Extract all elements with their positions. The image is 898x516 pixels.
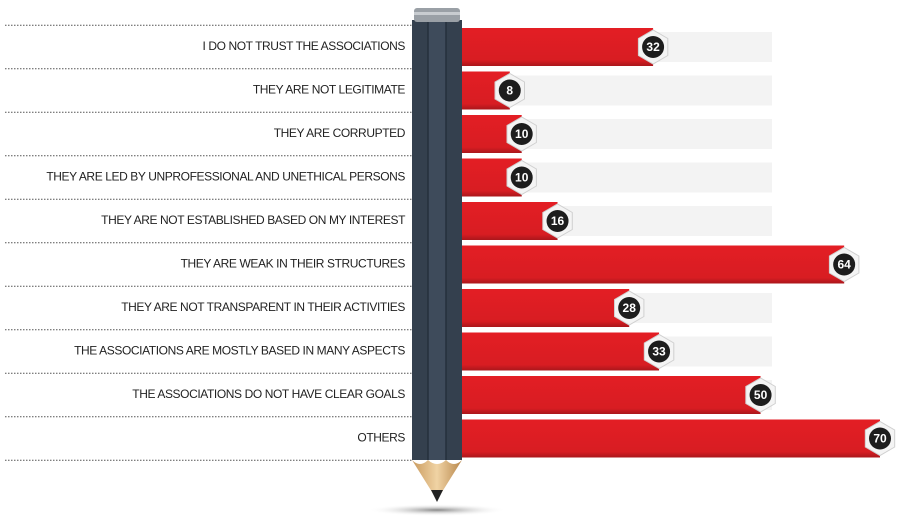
value-badge-core (833, 253, 856, 276)
value-badge-core (510, 166, 533, 189)
value-label: 32 (646, 40, 660, 54)
bar-shade (462, 202, 558, 240)
category-label: THEY ARE NOT LEGITIMATE (253, 83, 406, 97)
category-label: OTHERS (357, 431, 405, 445)
category-label: THEY ARE NOT ESTABLISHED BASED ON MY INT… (101, 213, 406, 227)
bar-shade (462, 332, 660, 371)
value-label: 33 (652, 345, 666, 359)
category-label: THEY ARE WEAK IN THEIR STRUCTURES (181, 257, 406, 271)
value-badge-core (749, 384, 772, 406)
bar-shade (462, 289, 630, 327)
value-badge-core (642, 36, 665, 58)
category-label: THEY ARE LED BY UNPROFESSIONAL AND UNETH… (46, 170, 405, 184)
value-badge-core (510, 123, 533, 145)
value-label: 10 (515, 171, 529, 185)
value-label: 64 (837, 258, 851, 272)
value-label: 10 (515, 127, 529, 141)
value-label: 16 (551, 214, 565, 228)
value-label: 50 (754, 388, 768, 402)
value-badge-core (869, 427, 891, 450)
value-badge-core (498, 79, 521, 102)
value-badge-core (648, 340, 671, 363)
category-label: THE ASSOCIATIONS ARE MOSTLY BASED IN MAN… (74, 344, 405, 358)
bar-shade (462, 419, 880, 458)
category-label: I DO NOT TRUST THE ASSOCIATIONS (202, 39, 405, 53)
value-label: 28 (623, 301, 637, 315)
value-label: 8 (506, 84, 513, 98)
value-badge-core (546, 210, 569, 232)
category-label: THEY ARE CORRUPTED (274, 126, 406, 140)
bar-shade (462, 28, 654, 66)
value-label: 70 (873, 432, 887, 446)
category-label: THE ASSOCIATIONS DO NOT HAVE CLEAR GOALS (132, 387, 405, 401)
pencil (367, 8, 507, 516)
value-badge-core (618, 297, 641, 319)
category-label: THEY ARE NOT TRANSPARENT IN THEIR ACTIVI… (121, 300, 405, 314)
bar-shade (462, 376, 761, 414)
bar-shade (462, 245, 845, 284)
